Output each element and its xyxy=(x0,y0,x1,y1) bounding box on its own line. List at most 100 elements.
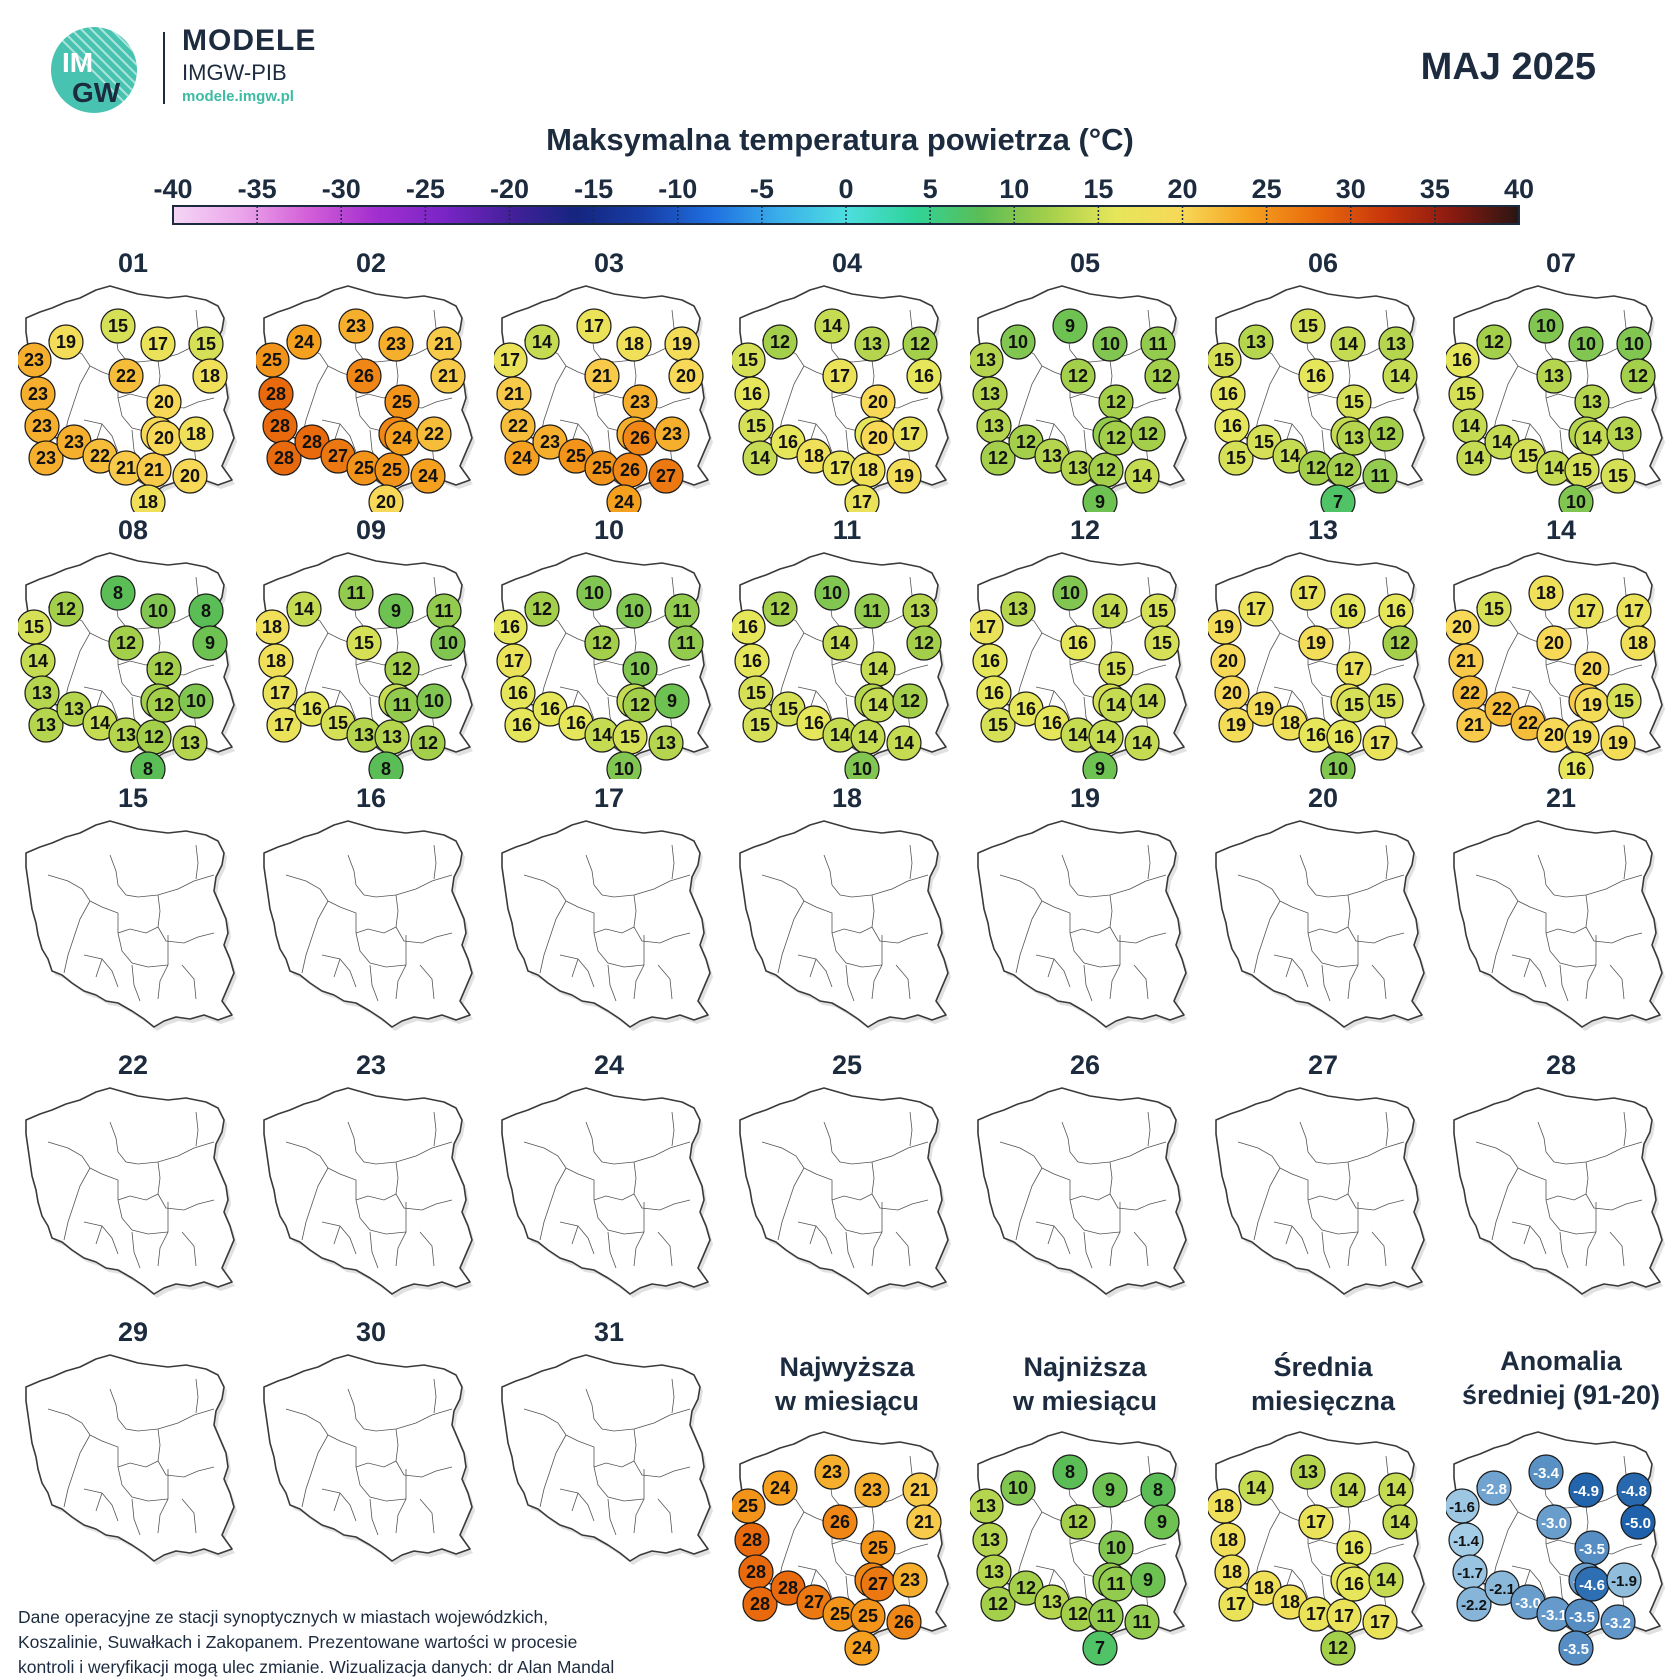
province-border xyxy=(117,932,169,968)
province-border xyxy=(83,954,119,988)
colorbar-tick-label: 0 xyxy=(838,176,853,204)
province-border xyxy=(571,958,579,978)
station-marker: 10 xyxy=(1052,575,1088,611)
station-marker: 10 xyxy=(616,593,652,629)
station-value: 16 xyxy=(508,683,528,703)
station-marker: 18 xyxy=(130,484,166,512)
station-marker: -2.8 xyxy=(1476,1470,1512,1506)
province-border xyxy=(321,954,357,988)
station-marker: 14 xyxy=(822,717,858,753)
station-circle xyxy=(504,707,540,743)
station-circle xyxy=(762,591,798,627)
station-circle xyxy=(1368,683,1404,719)
station-value: 28 xyxy=(274,448,294,468)
province-border xyxy=(347,1388,365,1430)
station-circle xyxy=(266,440,302,476)
station-circle xyxy=(886,458,922,494)
station-marker: 23 xyxy=(814,1454,850,1490)
station-value: 17 xyxy=(900,424,920,444)
station-value: 23 xyxy=(822,1462,842,1482)
station-value: 14 xyxy=(1492,432,1512,452)
station-marker: 10 xyxy=(576,575,612,611)
station-value: 13 xyxy=(984,1562,1004,1582)
station-marker: 16 xyxy=(1336,1566,1372,1602)
station-value: 15 xyxy=(1106,659,1126,679)
station-marker: 15 xyxy=(1140,593,1176,629)
station-value: 16 xyxy=(1068,633,1088,653)
day-label: 01 xyxy=(117,248,149,278)
station-value: 14 xyxy=(822,316,842,336)
day-label: 18 xyxy=(831,783,863,813)
station-marker: 7 xyxy=(1320,484,1356,512)
station-marker: 10 xyxy=(430,625,466,661)
station-circle xyxy=(854,326,890,362)
station-circle xyxy=(1298,625,1334,661)
province-border xyxy=(601,1408,691,1432)
colorbar-tick-label: 20 xyxy=(1167,176,1197,204)
station-value: 13 xyxy=(862,334,882,354)
station-marker: 15 xyxy=(1448,376,1484,412)
station-value: 14 xyxy=(1376,1570,1396,1590)
station-value: 16 xyxy=(742,651,762,671)
station-marker: -3.0 xyxy=(1510,1584,1546,1620)
station-value: -4.8 xyxy=(1621,1483,1647,1500)
colorbar-tick-label: 15 xyxy=(1083,176,1113,204)
station-value: 14 xyxy=(750,448,770,468)
station-circle xyxy=(192,358,228,394)
station-marker: 15 xyxy=(1246,424,1282,460)
station-value: 17 xyxy=(584,316,604,336)
station-circle xyxy=(504,440,540,476)
station-value: 8 xyxy=(143,759,153,779)
station-value: 27 xyxy=(656,466,676,486)
station-marker: 16 xyxy=(796,705,832,741)
station-marker: 16 xyxy=(972,643,1008,679)
station-marker: 18 xyxy=(258,643,294,679)
province-border xyxy=(1321,1231,1331,1269)
province-border xyxy=(657,964,673,1000)
station-circle xyxy=(814,308,850,344)
station-marker: 14 xyxy=(1272,438,1308,474)
station-value: 17 xyxy=(504,651,524,671)
province-border xyxy=(559,686,595,720)
day-label: 12 xyxy=(1069,515,1101,545)
poland-outline xyxy=(1215,1087,1425,1295)
station-marker: 12 xyxy=(48,591,84,627)
station-value: 12 xyxy=(1390,633,1410,653)
station-value: 12 xyxy=(1068,366,1088,386)
province-border xyxy=(1545,926,1587,934)
station-value: -3.2 xyxy=(1605,1615,1631,1632)
station-marker: 26 xyxy=(886,1604,922,1640)
province-border xyxy=(369,1231,379,1269)
day-label: 23 xyxy=(355,1050,387,1080)
brand-url[interactable]: modele.imgw.pl xyxy=(182,88,294,105)
station-value: 8 xyxy=(1153,1480,1163,1500)
station-marker: 16 xyxy=(504,707,540,743)
station-value: 16 xyxy=(742,384,762,404)
station-value: 15 xyxy=(1376,691,1396,711)
station-marker: 8 xyxy=(100,575,136,611)
station-marker: 13 xyxy=(1000,591,1036,627)
station-value: 18 xyxy=(1214,1496,1234,1516)
station-value: 14 xyxy=(1582,428,1602,448)
station-circle xyxy=(1600,725,1636,761)
province-border xyxy=(1545,1199,1597,1235)
summary-title: Najniższa w miesiącu xyxy=(970,1350,1200,1418)
station-circle xyxy=(654,683,690,719)
station-marker: 12 xyxy=(906,625,942,661)
station-marker: -1.4 xyxy=(1448,1522,1484,1558)
province-border xyxy=(333,1225,341,1245)
station-circle xyxy=(648,458,684,494)
province-border xyxy=(1069,1193,1111,1201)
station-value: -1.9 xyxy=(1611,1573,1637,1590)
summary-title: Anomalia średniej (91-20) xyxy=(1446,1344,1676,1412)
station-value: 10 xyxy=(186,691,206,711)
province-border xyxy=(1475,874,1519,902)
station-value: 16 xyxy=(512,715,532,735)
station-marker: 10 xyxy=(1000,1470,1036,1506)
station-value: 12 xyxy=(988,1594,1008,1614)
station-value: 10 xyxy=(1536,316,1556,336)
station-marker: 17 xyxy=(844,484,880,512)
station-value: 21 xyxy=(592,366,612,386)
province-border xyxy=(1133,964,1149,1000)
station-value: 12 xyxy=(56,599,76,619)
